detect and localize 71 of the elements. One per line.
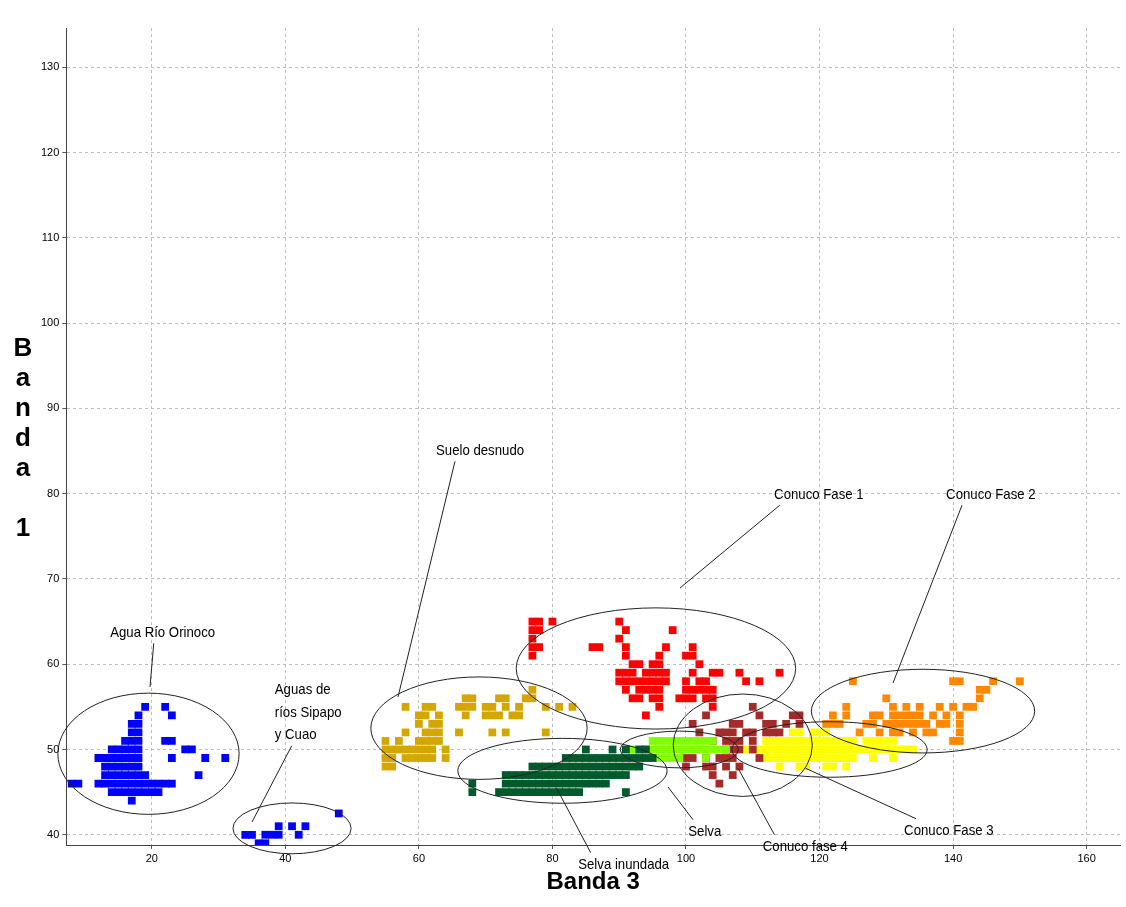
y-axis-title: Banda 1 xyxy=(8,331,38,542)
point xyxy=(889,702,897,711)
point xyxy=(248,830,256,839)
point xyxy=(929,728,937,737)
annotation: Selva xyxy=(688,820,722,841)
y-tick-label: 90 xyxy=(47,401,60,414)
y-tick-label: 60 xyxy=(47,657,60,670)
y-tick-label: 80 xyxy=(47,486,60,499)
point xyxy=(1015,677,1024,686)
point xyxy=(875,728,884,737)
point xyxy=(722,762,730,771)
y-tick-label: 100 xyxy=(40,316,60,329)
y-tick-label: 130 xyxy=(40,60,60,73)
annotation: Agua Río Orinoco xyxy=(109,621,215,642)
point xyxy=(969,702,977,711)
point xyxy=(702,711,710,720)
annotation: Selva inundada xyxy=(578,853,670,872)
point xyxy=(942,711,951,720)
point xyxy=(922,720,931,728)
point xyxy=(949,702,957,711)
y-tick-label: 110 xyxy=(41,230,60,243)
x-tick-label: 80 xyxy=(546,851,559,864)
point xyxy=(288,822,296,831)
x-tick-label: 160 xyxy=(1077,851,1096,864)
annotation: Aguas de ríos Sipapo y Cuao xyxy=(274,679,343,745)
point xyxy=(708,771,717,779)
y-tick-label: 50 xyxy=(47,742,60,755)
point xyxy=(675,754,684,762)
x-tick-label: 120 xyxy=(810,851,829,864)
point xyxy=(955,737,964,745)
point xyxy=(748,737,757,745)
x-tick-label: 100 xyxy=(676,851,696,864)
point xyxy=(975,694,984,703)
point xyxy=(274,830,283,839)
point xyxy=(955,728,964,737)
point xyxy=(882,694,891,703)
point xyxy=(274,822,283,831)
x-tick-label: 40 xyxy=(279,851,292,864)
point xyxy=(842,711,851,720)
point xyxy=(755,711,764,720)
point xyxy=(915,702,924,711)
x-tick-label: 20 xyxy=(145,851,158,864)
y-tick-label: 70 xyxy=(47,571,60,584)
point xyxy=(955,677,964,686)
point xyxy=(748,702,757,711)
x-tick-label: 60 xyxy=(412,851,426,864)
point xyxy=(935,702,944,711)
point xyxy=(875,711,884,720)
annotation: Conuco Fase 1 xyxy=(774,483,864,504)
point xyxy=(728,771,737,779)
point xyxy=(942,720,951,728)
annotation: Conuco Fase 2 xyxy=(946,483,1036,504)
x-tick-label: 140 xyxy=(943,851,963,864)
point xyxy=(715,779,724,788)
point xyxy=(955,720,964,728)
y-tick-label: 120 xyxy=(40,145,60,158)
point xyxy=(982,685,991,694)
point xyxy=(955,711,964,720)
point xyxy=(929,711,937,720)
annotation: Suelo desnudo xyxy=(435,439,525,460)
point xyxy=(902,702,911,711)
annotation: Conuco Fase 3 xyxy=(904,819,994,840)
point xyxy=(735,720,744,728)
point xyxy=(728,728,737,737)
point xyxy=(842,702,851,711)
point xyxy=(829,711,837,720)
point xyxy=(688,754,697,762)
point xyxy=(294,830,303,839)
point xyxy=(915,711,924,720)
y-tick-label: 40 xyxy=(47,827,60,840)
point xyxy=(301,822,310,831)
